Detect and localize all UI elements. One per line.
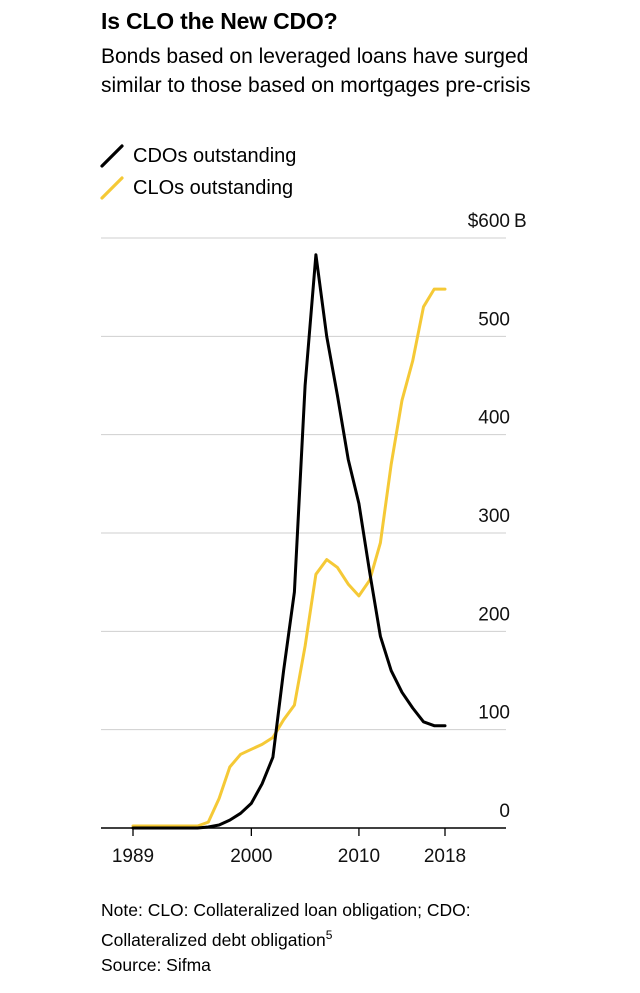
x-tick-label-2000: 2000 xyxy=(230,846,272,867)
series-line-clo xyxy=(131,287,447,828)
legend-line-clo-icon xyxy=(100,176,124,200)
chart-subtitle: Bonds based on leveraged loans have surg… xyxy=(101,45,531,97)
x-tick-label-2018: 2018 xyxy=(424,846,466,867)
y-tick-label-0: 0 xyxy=(499,801,510,822)
y-unit-label: B xyxy=(514,211,527,232)
legend-label-clo: CLOs outstanding xyxy=(133,176,294,199)
note-line-2-text: Collateralized debt obligation xyxy=(101,929,326,950)
x-tick-label-1989: 1989 xyxy=(112,846,154,867)
y-tick-label-600: $600 xyxy=(468,211,510,232)
series-line-cdo xyxy=(131,253,447,830)
series-layer xyxy=(131,253,447,830)
note-superscript: 5 xyxy=(325,928,333,942)
note-source: Source: Sifma xyxy=(101,954,211,975)
x-tick-label-2010: 2010 xyxy=(338,846,380,867)
y-tick-label-500: 500 xyxy=(478,309,510,330)
line-chart: 0 100 200 300 400 500 $600 B 1989 2000 2010 2018 xyxy=(101,211,527,867)
legend-item-clo: CLOs outstanding xyxy=(99,172,296,204)
chart-title: Is CLO the New CDO? xyxy=(101,8,338,34)
legend-line-cdo-icon xyxy=(100,144,124,168)
legend-label-cdo: CDOs outstanding xyxy=(133,144,297,167)
axis-layer: 0 100 200 300 400 500 $600 B 1989 2000 2010 2018 xyxy=(101,211,527,867)
y-tick-label-200: 200 xyxy=(478,604,510,625)
note-line-1: Note: CLO: Collateralized loan obligatio… xyxy=(101,900,471,920)
legend: CDOs outstanding CLOs outstanding xyxy=(99,140,296,204)
chart-note: Note: CLO: Collateralized loan obligatio… xyxy=(101,898,561,978)
y-tick-label-400: 400 xyxy=(478,408,510,429)
y-tick-label-300: 300 xyxy=(478,506,510,527)
legend-item-cdo: CDOs outstanding xyxy=(99,140,296,172)
note-line-2: Collateralized debt obligation5 xyxy=(101,923,561,953)
y-tick-label-100: 100 xyxy=(478,703,510,724)
